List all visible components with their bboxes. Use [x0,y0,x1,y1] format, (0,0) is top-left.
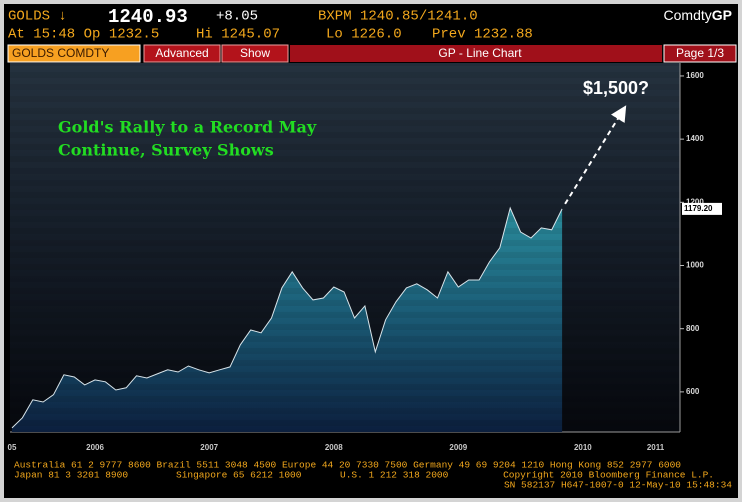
advanced[interactable]: Advanced [155,46,208,60]
y-tick-label: 1000 [686,261,704,270]
footer-copyright: Copyright 2010 Bloomberg Finance L.P. [503,470,714,481]
footer-line: Australia 61 2 9777 8600 Brazil 5511 304… [14,460,681,471]
y-tick-label: 600 [686,387,700,396]
x-tick-label: 2009 [449,443,467,452]
page[interactable]: Page 1/3 [676,46,724,60]
page-box[interactable] [663,44,737,63]
area-bands [12,208,563,432]
y-tick-label: 800 [686,324,700,333]
ticker: GOLDS ↓ [8,9,67,25]
function-label: ComdtyGP [664,7,732,23]
x-tick-label: 05 [8,443,17,452]
footer-serial: SN 582137 H647-1007-0 12-May-10 15:48:34 [504,480,732,491]
footer-us: U.S. 1 212 318 2000 [340,470,449,481]
footer-singapore: Singapore 65 6212 1000 [176,470,302,481]
advanced-button[interactable] [143,44,221,63]
projection-arrow [564,105,627,205]
marks [11,206,563,432]
title-bar [290,45,662,62]
x-tick-label: 2010 [574,443,592,452]
chart-subtitle: Continue, Survey Shows [58,141,274,160]
last-value-box [682,202,722,215]
chart-name: GP - Line Chart [438,46,522,60]
show[interactable]: Show [240,46,270,60]
y-tick-label: 1400 [686,134,704,143]
show-button[interactable] [221,44,289,63]
y-tick-label: 1200 [686,197,704,206]
footer-japan: Japan 81 3 3201 8900 [14,470,128,481]
security[interactable]: GOLDS COMDTY [12,46,109,60]
high: Hi 1245.07 [196,27,280,43]
line [11,206,563,429]
low: Lo 1226.0 [326,27,402,43]
change: +8.05 [216,9,258,25]
function: GP [712,7,732,23]
prev: Prev 1232.88 [432,27,533,43]
x-tick-label: 2006 [86,443,104,452]
x-tick-label: 2007 [200,443,218,452]
bid-ask: BXPM 1240.85/1241.0 [318,9,478,25]
x-tick-label: 2008 [325,443,343,452]
source: Comdty [664,7,712,23]
y-tick-label: 1600 [686,71,704,80]
time-open: At 15:48 Op 1232.5 [8,27,159,43]
security-box[interactable] [7,44,141,63]
x-tick-label: 2011 [647,443,665,452]
annotation: $1,500? [583,78,649,98]
price: 1240.93 [108,6,188,28]
chart-title: Gold's Rally to a Record May [58,118,317,137]
last-value-label: 1179.20 [684,204,713,213]
